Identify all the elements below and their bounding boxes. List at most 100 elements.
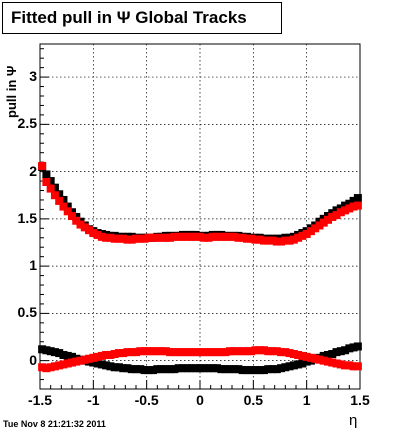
data-point — [42, 364, 51, 373]
data-point — [38, 363, 47, 372]
data-point — [234, 347, 243, 356]
data-point — [72, 216, 81, 225]
data-point — [136, 347, 145, 356]
data-point — [217, 348, 226, 357]
data-point — [68, 358, 76, 367]
data-point — [336, 208, 345, 217]
data-point — [336, 360, 345, 369]
data-point — [277, 364, 286, 373]
data-point — [127, 365, 136, 374]
data-point — [349, 343, 358, 352]
data-point — [132, 234, 140, 243]
data-point — [238, 366, 247, 375]
data-point — [281, 363, 290, 372]
data-point — [140, 366, 149, 375]
data-point — [353, 201, 362, 210]
data-point — [136, 365, 145, 374]
y-tick-label: 0.5 — [17, 304, 37, 321]
data-point — [328, 358, 337, 367]
data-point — [238, 233, 247, 242]
data-point — [319, 351, 328, 360]
data-point — [68, 352, 76, 361]
data-point — [208, 232, 217, 241]
data-point — [345, 204, 354, 213]
data-point — [319, 356, 328, 365]
data-point — [204, 233, 213, 242]
data-point — [72, 357, 81, 366]
data-point — [204, 348, 213, 357]
data-point — [42, 346, 51, 355]
data-point — [174, 348, 183, 357]
data-point — [170, 348, 179, 357]
data-point — [315, 355, 324, 364]
x-tick-label: 0 — [196, 392, 204, 408]
y-tick-label: 2.5 — [17, 115, 37, 132]
data-point — [319, 218, 328, 227]
data-point — [149, 347, 158, 356]
data-point — [85, 354, 94, 363]
data-point — [221, 348, 230, 357]
data-point — [76, 220, 85, 229]
data-point — [132, 348, 140, 357]
data-point — [298, 231, 307, 240]
data-point — [247, 366, 256, 375]
data-point — [157, 365, 166, 374]
data-point — [46, 184, 55, 193]
data-point — [272, 365, 281, 374]
data-point — [221, 365, 230, 374]
data-point — [302, 352, 311, 361]
data-point — [247, 234, 256, 243]
data-point — [349, 196, 358, 205]
data-point — [55, 349, 64, 358]
data-point — [260, 346, 268, 355]
data-point — [302, 229, 311, 238]
data-point — [93, 359, 102, 368]
data-point — [63, 207, 72, 216]
data-point — [281, 348, 290, 357]
data-point — [50, 348, 59, 357]
data-point — [170, 365, 179, 374]
data-point — [50, 183, 59, 192]
data-point — [76, 356, 85, 365]
data-point — [230, 347, 239, 356]
data-point — [161, 365, 170, 374]
data-point — [110, 234, 119, 243]
data-point — [311, 354, 320, 363]
grid-lines — [40, 44, 360, 389]
data-point — [46, 347, 55, 356]
data-point — [204, 364, 213, 373]
data-point — [63, 202, 72, 211]
data-point — [89, 358, 98, 367]
data-point — [191, 348, 200, 357]
data-point — [166, 365, 175, 374]
data-point — [225, 232, 234, 241]
data-point — [85, 226, 94, 235]
data-point — [251, 346, 260, 355]
data-point — [247, 347, 256, 356]
data-point — [144, 347, 153, 356]
data-point — [332, 359, 341, 368]
data-point — [183, 364, 192, 373]
data-point — [89, 353, 98, 362]
data-point — [157, 347, 166, 356]
data-point — [298, 359, 307, 368]
data-point — [200, 233, 209, 242]
data-point — [127, 348, 136, 357]
y-tick-label: 0 — [29, 351, 37, 368]
data-point — [306, 353, 315, 362]
data-point — [97, 232, 106, 241]
data-point — [294, 233, 303, 242]
data-point — [345, 361, 354, 370]
data-point — [208, 348, 217, 357]
data-point — [332, 206, 341, 215]
data-point — [106, 233, 115, 242]
data-point — [196, 364, 204, 373]
data-point — [264, 236, 273, 245]
data-point — [59, 195, 68, 204]
data-point — [102, 233, 111, 242]
data-point — [97, 351, 106, 360]
data-point — [272, 347, 281, 356]
y-tick-label: 1.5 — [17, 209, 37, 226]
data-point — [102, 350, 111, 359]
